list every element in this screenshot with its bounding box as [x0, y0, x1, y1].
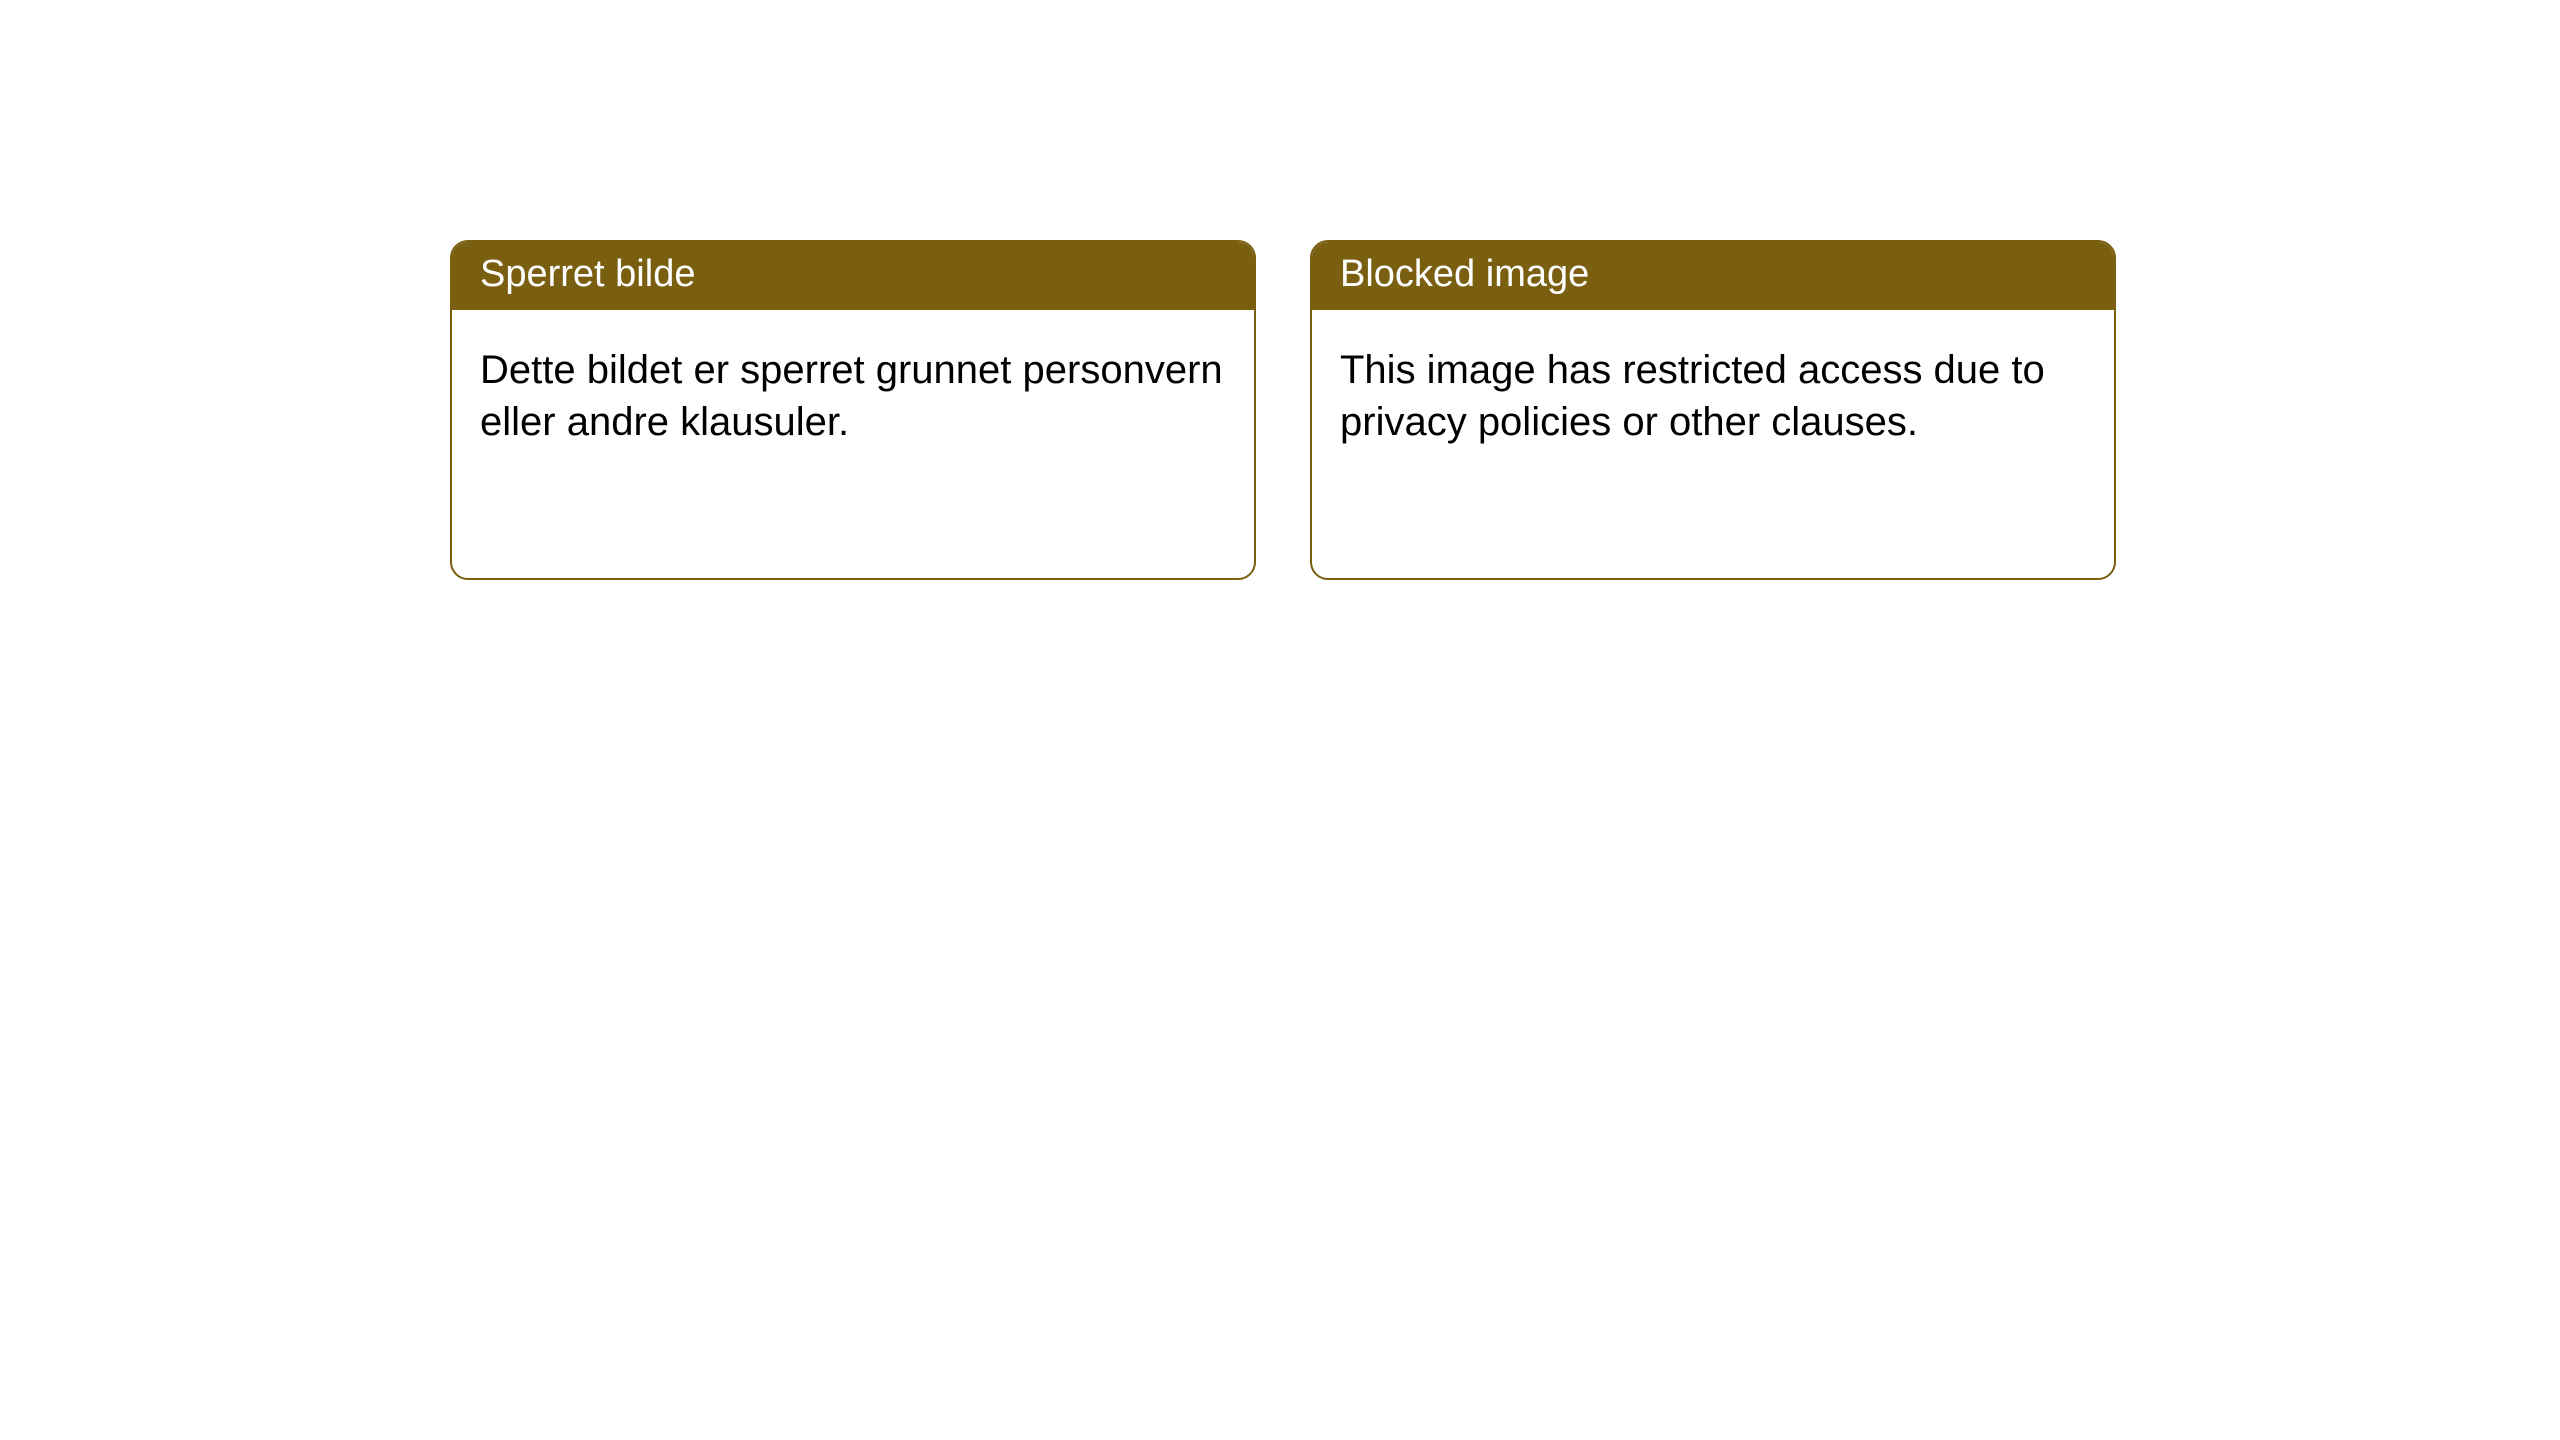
blocked-image-card-en: Blocked image This image has restricted … — [1310, 240, 2116, 580]
cards-container: Sperret bilde Dette bildet er sperret gr… — [0, 0, 2560, 580]
card-header-en: Blocked image — [1312, 242, 2114, 310]
card-body-no: Dette bildet er sperret grunnet personve… — [452, 310, 1254, 482]
blocked-image-card-no: Sperret bilde Dette bildet er sperret gr… — [450, 240, 1256, 580]
card-body-en: This image has restricted access due to … — [1312, 310, 2114, 482]
card-header-no: Sperret bilde — [452, 242, 1254, 310]
